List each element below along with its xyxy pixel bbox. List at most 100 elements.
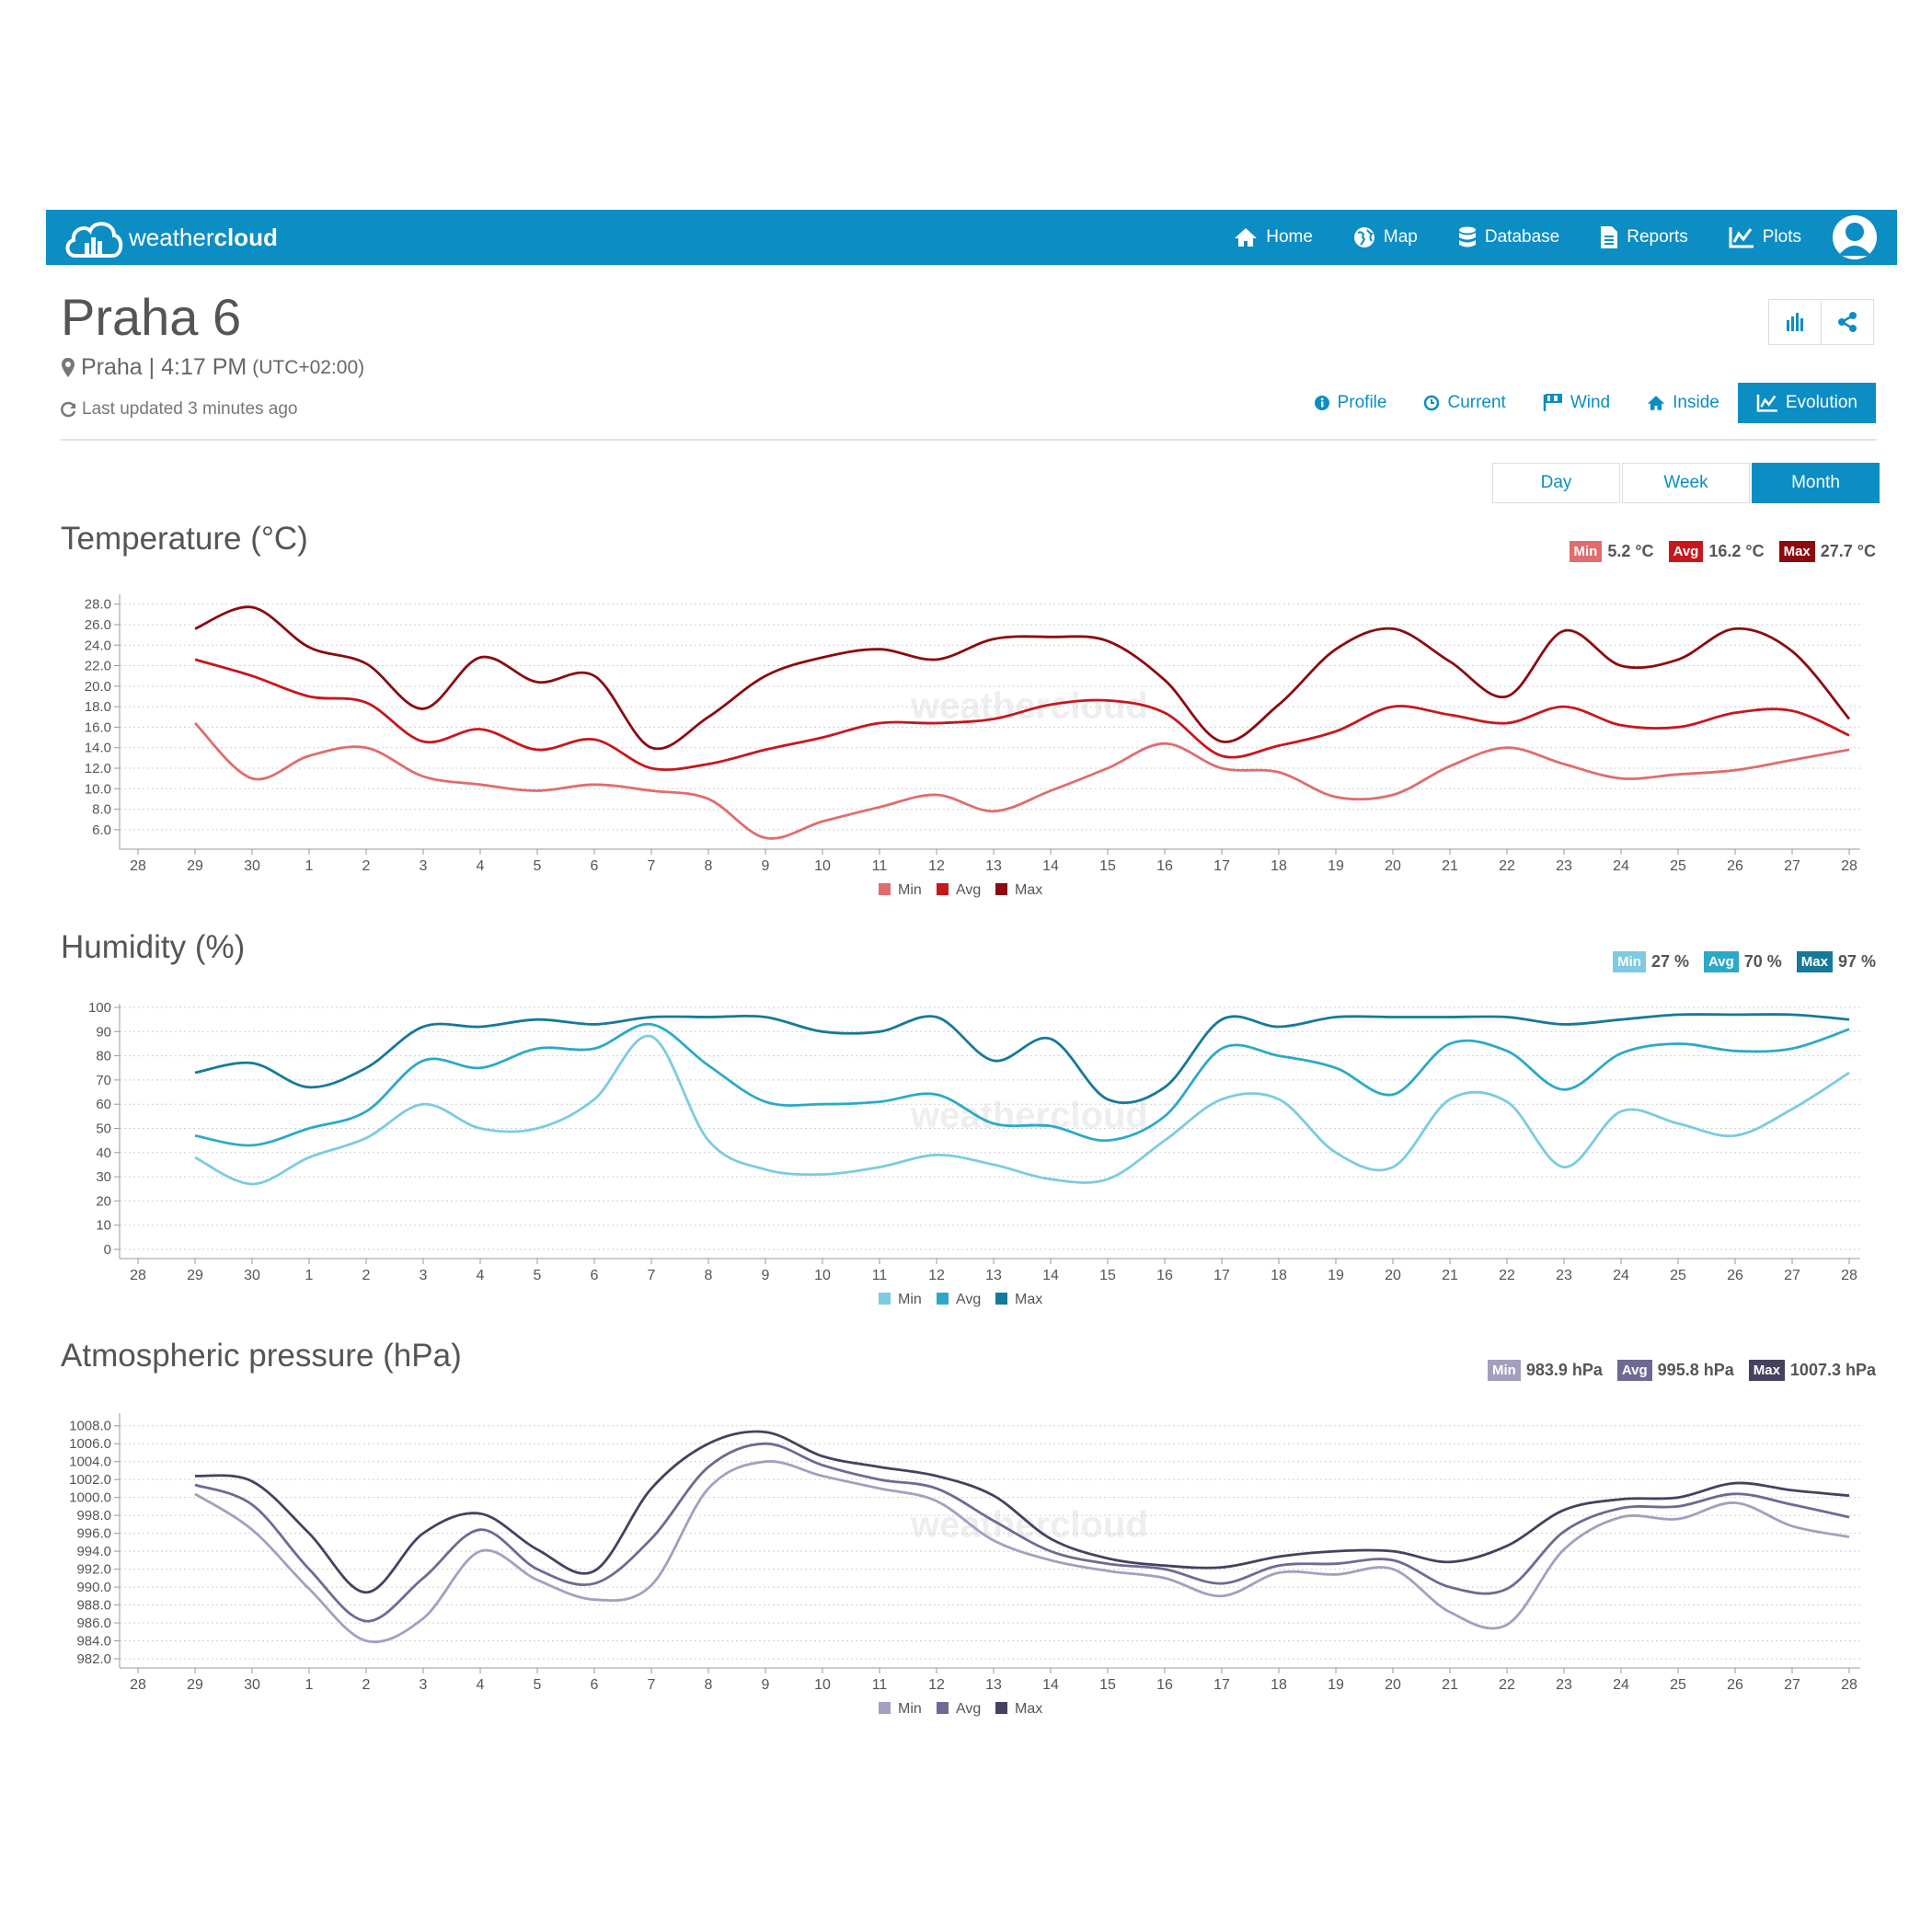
y-tick-label: 988.0: [76, 1598, 111, 1614]
series-line-min: [194, 1460, 1850, 1644]
summary-max-badge: Max: [1778, 541, 1815, 562]
pressure-title: Atmospheric pressure (hPa): [61, 1338, 462, 1374]
chart-svg: weathercloud28.026.024.022.020.018.016.0…: [85, 594, 1860, 898]
x-tick-label: 29: [187, 858, 203, 874]
period-week-button[interactable]: Week: [1622, 463, 1750, 503]
x-tick-label: 28: [1841, 1268, 1857, 1283]
x-tick-label: 21: [1442, 858, 1458, 874]
y-tick-label: 1004.0: [69, 1455, 111, 1470]
station-name: Praha 6: [61, 288, 242, 346]
legend-item-max[interactable]: Max: [995, 1292, 1042, 1307]
x-tick-label: 4: [477, 1677, 485, 1693]
series-line-max: [194, 1430, 1850, 1594]
x-tick-label: 2: [362, 858, 371, 874]
tab-evolution[interactable]: Evolution: [1737, 383, 1876, 423]
tab-inside[interactable]: Inside: [1628, 383, 1738, 423]
x-tick-label: 22: [1499, 858, 1515, 874]
legend-item-avg[interactable]: Avg: [937, 1701, 981, 1717]
x-tick-label: 9: [762, 858, 770, 874]
temperature-title: Temperature (°C): [61, 521, 308, 557]
x-tick-label: 8: [705, 858, 713, 874]
period-day-button[interactable]: Day: [1492, 463, 1620, 503]
legend-item-avg[interactable]: Avg: [937, 882, 981, 898]
x-tick-label: 19: [1328, 1268, 1344, 1283]
legend-item-min[interactable]: Min: [879, 882, 922, 898]
x-tick-label: 22: [1499, 1677, 1515, 1693]
x-tick-label: 18: [1271, 858, 1287, 874]
x-tick-label: 26: [1727, 1268, 1743, 1283]
nav-plots[interactable]: Plots: [1729, 226, 1801, 248]
x-tick-label: 21: [1442, 1268, 1458, 1283]
legend-item-max[interactable]: Max: [995, 1701, 1042, 1717]
y-tick-label: 14.0: [85, 741, 111, 756]
y-tick-label: 982.0: [76, 1651, 111, 1667]
series-line-avg: [194, 1442, 1850, 1623]
main-nav: Home Map Database Reports Plots: [1193, 210, 1877, 265]
legend-item-avg[interactable]: Avg: [937, 1292, 981, 1307]
humidity-title: Humidity (%): [61, 929, 246, 965]
database-icon: [1458, 226, 1476, 247]
x-tick-label: 10: [814, 1677, 831, 1693]
x-tick-label: 28: [130, 1268, 146, 1283]
x-tick-label: 22: [1499, 1268, 1515, 1283]
x-tick-label: 29: [187, 1677, 203, 1693]
y-tick-label: 24.0: [85, 638, 111, 653]
legend-item-min[interactable]: Min: [879, 1292, 922, 1307]
flag-icon: [1543, 394, 1562, 411]
x-tick-label: 2: [362, 1677, 371, 1693]
x-tick-label: 25: [1670, 858, 1686, 874]
tab-current[interactable]: Current: [1405, 383, 1524, 423]
nav-home[interactable]: Home: [1234, 227, 1313, 247]
user-avatar-button[interactable]: [1833, 215, 1877, 259]
summary-max-value: 1007.3 hPa: [1789, 1361, 1876, 1379]
period-month-button[interactable]: Month: [1752, 463, 1880, 503]
x-tick-label: 17: [1213, 1268, 1230, 1283]
nav-reports[interactable]: Reports: [1600, 225, 1688, 249]
legend-swatch: [879, 1293, 891, 1305]
last-updated: Last updated 3 minutes ago: [61, 399, 298, 420]
brand-logo[interactable]: weathercloud: [63, 213, 278, 261]
y-tick-label: 10.0: [85, 781, 111, 797]
y-tick-label: 100: [88, 1000, 111, 1016]
x-tick-label: 29: [187, 1268, 203, 1283]
y-tick-label: 990.0: [76, 1580, 111, 1595]
x-tick-label: 27: [1784, 1677, 1800, 1693]
temperature-chart: weathercloud 28.0 26.0 24.0 22.0 20.0 18.0 16.0…: [0, 580, 1932, 902]
y-tick-label: 1002.0: [69, 1472, 111, 1488]
temperature-summary: Min 5.2 °C Avg 16.2 °C Max 27.7 °C: [1555, 541, 1876, 562]
legend-swatch: [937, 883, 949, 895]
y-tick-label: 50: [96, 1121, 111, 1137]
y-tick-label: 22.0: [85, 659, 111, 674]
tab-profile[interactable]: Profile: [1295, 383, 1406, 423]
x-tick-label: 11: [872, 1677, 888, 1693]
x-tick-label: 24: [1613, 1677, 1629, 1693]
x-tick-label: 20: [1385, 1677, 1401, 1693]
legend-item-min[interactable]: Min: [879, 1701, 922, 1717]
pressure-summary: Min 983.9 hPa Avg 995.8 hPa Max 1007.3 h…: [1473, 1360, 1876, 1381]
x-tick-label: 8: [705, 1677, 713, 1693]
clock-icon: [1424, 395, 1440, 411]
pressure-chart: weathercloud 1008.0 1006.0 1004.0 1002.0 1000…: [0, 1398, 1932, 1720]
x-tick-label: 25: [1670, 1677, 1686, 1693]
stats-button[interactable]: [1768, 299, 1822, 345]
x-tick-label: 4: [477, 858, 485, 874]
legend-item-max[interactable]: Max: [995, 882, 1042, 898]
x-tick-label: 3: [420, 858, 428, 874]
x-tick-label: 9: [762, 1677, 770, 1693]
share-button[interactable]: [1822, 299, 1874, 345]
nav-map[interactable]: Map: [1353, 226, 1418, 248]
x-tick-label: 25: [1670, 1268, 1686, 1283]
station-actions: [1768, 299, 1874, 345]
legend-label: Max: [1015, 882, 1042, 898]
x-tick-label: 20: [1385, 858, 1401, 874]
y-tick-label: 18.0: [85, 699, 111, 715]
x-tick-label: 13: [985, 1268, 1002, 1283]
nav-database[interactable]: Database: [1458, 226, 1559, 248]
x-tick-label: 27: [1784, 858, 1800, 874]
tab-wind[interactable]: Wind: [1524, 383, 1628, 423]
x-tick-label: 1: [305, 1677, 314, 1693]
x-tick-label: 5: [534, 1677, 542, 1693]
series-line-max: [194, 1013, 1850, 1105]
x-tick-label: 27: [1784, 1268, 1800, 1283]
y-tick-label: 1000.0: [69, 1490, 111, 1506]
